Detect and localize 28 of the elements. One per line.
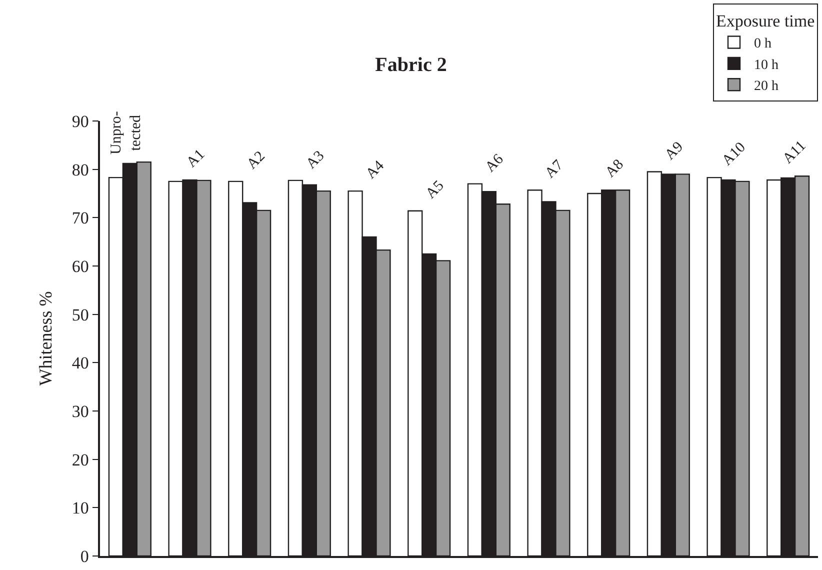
x-tick-label: A1 <box>184 146 208 171</box>
y-tick-label: 0 <box>80 546 89 566</box>
legend-title: Exposure time <box>716 12 815 31</box>
y-tick-label: 10 <box>72 498 89 518</box>
x-tick-label: A6 <box>482 150 508 176</box>
y-tick-label: 90 <box>72 112 89 131</box>
legend-label: 10 h <box>754 58 778 73</box>
x-tick-label: A4 <box>363 158 388 182</box>
y-tick-label: 30 <box>72 402 89 421</box>
legend-label: 20 h <box>754 79 778 94</box>
x-tick-label: A8 <box>602 156 627 181</box>
legend-label: 0 h <box>754 36 772 52</box>
x-tick-label: Unpro- tected <box>108 111 144 154</box>
x-tick-label: A2 <box>244 148 268 173</box>
x-tick-label: A10 <box>719 139 749 169</box>
y-tick-label: 80 <box>72 160 89 180</box>
chart-title: Fabric 2 <box>375 54 447 76</box>
x-tick-label: A5 <box>422 178 448 202</box>
y-tick-label: 70 <box>72 208 89 228</box>
y-tick-label: 20 <box>72 450 89 470</box>
x-tick-label: A7 <box>542 156 567 182</box>
x-tick-label: A11 <box>780 138 810 168</box>
y-tick-label: 60 <box>72 256 89 276</box>
y-tick-label: 40 <box>72 354 89 373</box>
x-tick-label: A3 <box>303 148 328 172</box>
y-axis-title: Whiteness % <box>36 291 56 386</box>
x-tick-label: A9 <box>662 139 686 164</box>
y-tick-label: 50 <box>72 305 89 324</box>
